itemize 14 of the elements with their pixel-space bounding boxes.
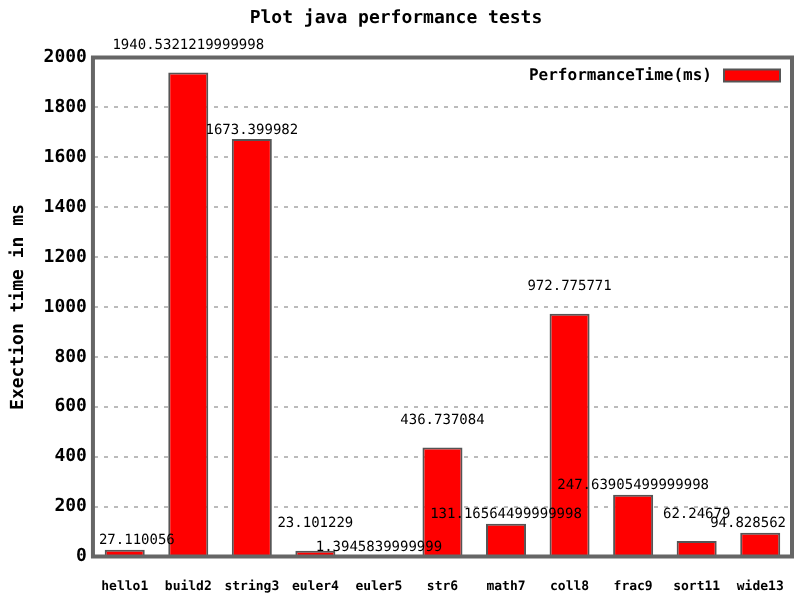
y-tick-label: 1400 bbox=[43, 197, 87, 218]
legend-label: PerformanceTime(ms) bbox=[528, 65, 712, 84]
y-tick-label: 1800 bbox=[43, 98, 87, 119]
y-tick-label: 1200 bbox=[43, 247, 87, 268]
y-tick-label: 1000 bbox=[43, 297, 87, 318]
y-tick-label: 600 bbox=[54, 397, 87, 418]
chart-title: Plot java performance tests bbox=[249, 7, 543, 30]
y-tick-label: 200 bbox=[54, 497, 87, 518]
y-tick-label: 0 bbox=[76, 547, 87, 568]
y-tick-label: 800 bbox=[54, 347, 87, 368]
y-tick-label: 1600 bbox=[43, 148, 87, 169]
y-tick-label: 2000 bbox=[43, 48, 87, 69]
y-tick-label: 400 bbox=[54, 447, 87, 468]
y-axis-title: Exection time in ms bbox=[7, 204, 30, 410]
